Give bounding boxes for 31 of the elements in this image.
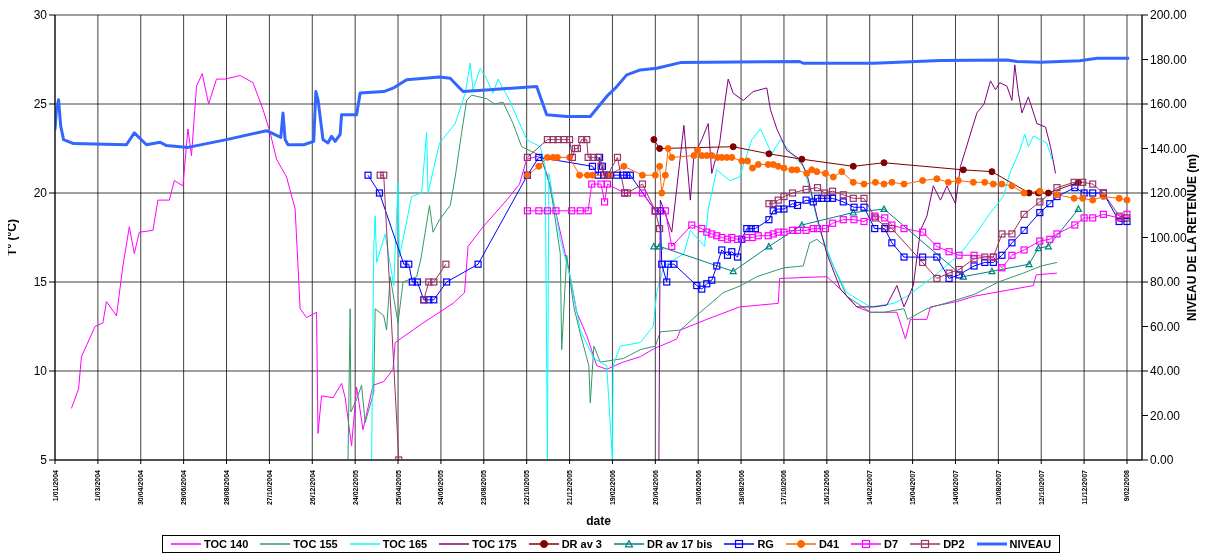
y2-tick-label: 60.00 xyxy=(1150,319,1181,334)
legend-label: TOC 155 xyxy=(293,538,338,550)
x-axis-title: date xyxy=(586,514,612,528)
legend-label: RG xyxy=(757,538,774,550)
legend-label: DR av 3 xyxy=(561,538,602,550)
y2-tick-label: 40.00 xyxy=(1150,364,1181,379)
y-tick-label: 10 xyxy=(33,364,48,379)
y-tick-label: 15 xyxy=(33,275,48,290)
y2-axis-title: NIVEAU DE LA RETENUE (m) xyxy=(1185,154,1200,321)
y2-tick-label: 80.00 xyxy=(1150,275,1181,290)
y2-tick-label: 100.00 xyxy=(1150,230,1188,245)
legend-label: D41 xyxy=(818,538,840,550)
y-tick-label: 30 xyxy=(33,8,48,23)
y2-tick-label: 120.00 xyxy=(1150,186,1188,201)
y-tick-label: 20 xyxy=(33,186,48,201)
y-tick-label: 5 xyxy=(40,453,48,468)
y2-tick-label: 180.00 xyxy=(1150,52,1188,67)
legend-label: DR av 17 bis xyxy=(646,538,713,550)
legend-label: TOC 175 xyxy=(472,538,517,550)
y2-tick-label: 140.00 xyxy=(1150,141,1188,156)
legend-label: D7 xyxy=(884,538,899,550)
y2-tick-label: 20.00 xyxy=(1150,408,1181,423)
legend-label: DP2 xyxy=(943,538,965,550)
y-tick-label: 25 xyxy=(33,97,48,112)
legend-label: NIVEAU xyxy=(1009,538,1052,550)
legend-label: TOC 140 xyxy=(203,538,249,550)
y2-tick-label: 200.00 xyxy=(1150,8,1188,23)
legend-label: TOC 165 xyxy=(382,538,428,550)
y2-tick-label: 0.00 xyxy=(1150,453,1174,468)
y-axis-title: T° (°C) xyxy=(5,219,20,256)
y2-tick-label: 160.00 xyxy=(1150,97,1188,112)
